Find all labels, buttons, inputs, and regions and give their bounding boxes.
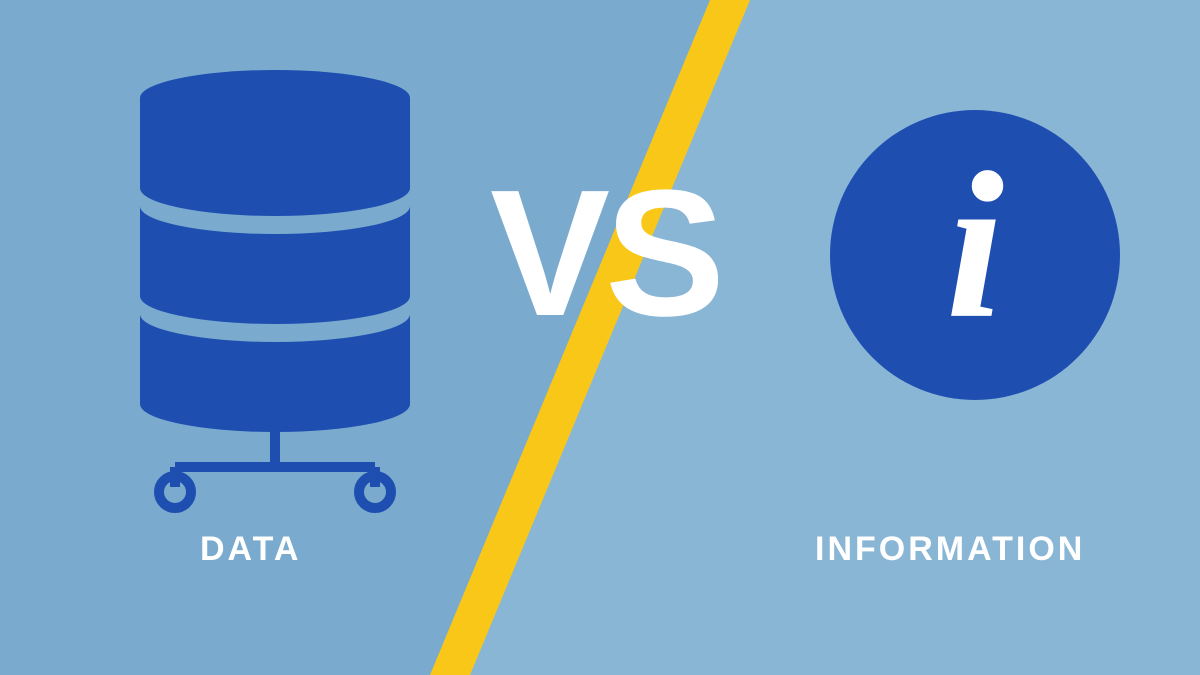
vs-text: VS [490, 150, 720, 357]
right-label: INFORMATION [815, 530, 1085, 569]
database-svg [130, 70, 420, 522]
info-icon: i [830, 110, 1120, 400]
svg-text:i: i [946, 130, 1004, 362]
database-icon [130, 70, 420, 522]
info-svg: i [830, 110, 1120, 400]
left-panel [130, 70, 420, 522]
right-panel: i [830, 110, 1120, 400]
left-label: DATA [200, 530, 301, 569]
